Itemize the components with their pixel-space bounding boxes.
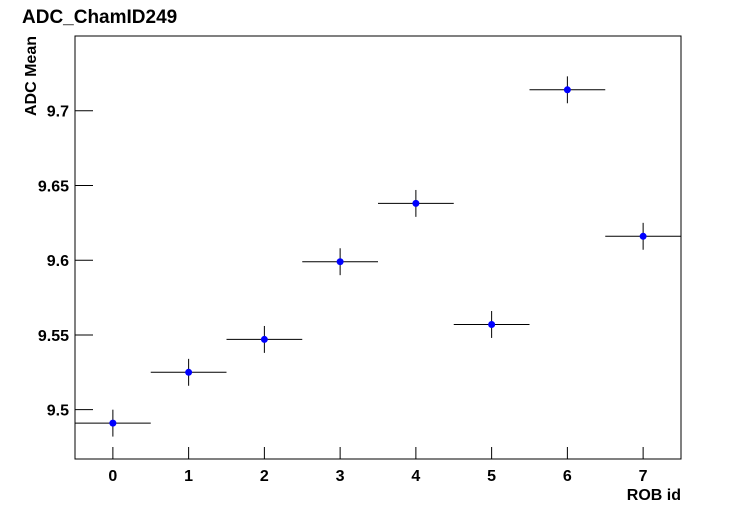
- plot-frame: [74, 35, 682, 460]
- data-point: [109, 419, 117, 427]
- data-point: [488, 320, 496, 328]
- x-tick-label: 7: [639, 468, 648, 485]
- x-axis-label: ROB id: [627, 487, 681, 504]
- chart-title: ADC_ChamID249: [22, 7, 177, 28]
- x-tick-label: 4: [411, 468, 420, 485]
- y-tick-label: 9.5: [47, 403, 69, 420]
- data-point: [412, 199, 420, 207]
- y-tick-label: 9.7: [47, 104, 69, 121]
- data-point: [639, 232, 647, 240]
- data-point: [563, 86, 571, 94]
- data-point: [336, 258, 344, 266]
- y-axis-label: ADC Mean: [23, 36, 40, 116]
- y-tick-label: 9.6: [47, 253, 69, 270]
- x-tick-label: 1: [184, 468, 193, 485]
- x-tick-label: 5: [487, 468, 496, 485]
- data-point: [260, 335, 268, 343]
- y-tick-label: 9.65: [38, 178, 69, 195]
- x-tick-label: 0: [108, 468, 117, 485]
- y-tick-label: 9.55: [38, 328, 69, 345]
- data-point: [185, 368, 193, 376]
- x-tick-label: 2: [260, 468, 269, 485]
- x-tick-label: 3: [336, 468, 345, 485]
- x-tick-label: 6: [563, 468, 572, 485]
